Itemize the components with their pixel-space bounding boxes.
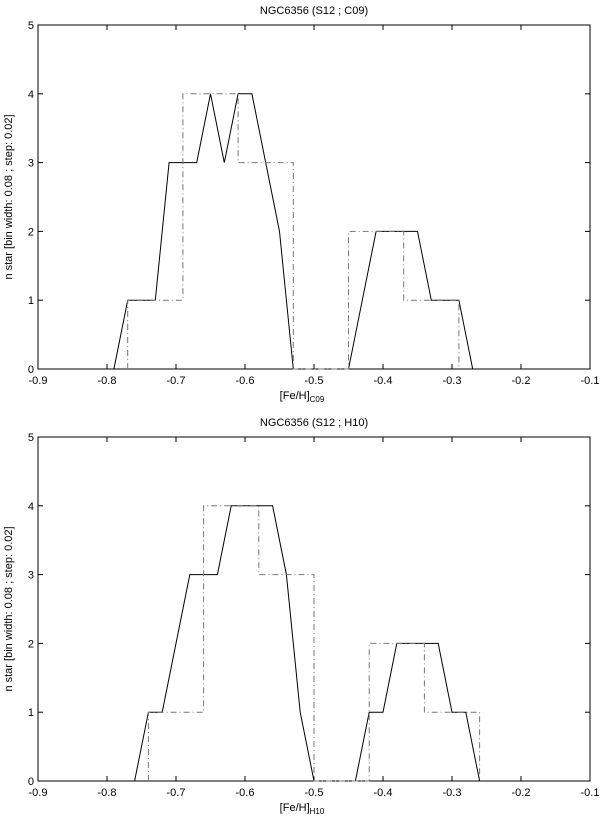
x-tick-label: -0.1 (581, 375, 600, 387)
x-tick-label: -0.3 (443, 375, 462, 387)
y-tick-label: 3 (28, 158, 34, 170)
y-tick-label: 5 (28, 432, 34, 444)
x-tick-label: -0.5 (305, 375, 324, 387)
x-tick-label: -0.2 (512, 787, 531, 799)
chart-title: NGC6356 (S12 ; H10) (260, 417, 368, 429)
series-line-dashdot (127, 93, 460, 370)
y-tick-label: 3 (28, 570, 34, 582)
x-tick-label: -0.7 (167, 787, 186, 799)
x-tick-label: -0.1 (581, 787, 600, 799)
chart-panel-bottom: -0.9 -0.8 -0.7 -0.6 -0.5 -0.4 -0.3 -0.2 -0.1 0 1 2 3… (3, 417, 599, 816)
y-tick-label: 1 (28, 707, 34, 719)
y-axis-label: n star [bin width: 0.08 ; step: 0.02] (3, 526, 15, 691)
x-axis-label-main: [Fe/H] (280, 390, 310, 402)
plot-frame (37, 24, 591, 370)
y-tick-label: 2 (28, 638, 34, 650)
x-tick-label: -0.4 (374, 787, 393, 799)
y-tick-label: 4 (28, 501, 34, 513)
x-tick-label: -0.6 (236, 787, 255, 799)
x-tick-label: -0.7 (167, 375, 186, 387)
x-axis-label: [Fe/H]H10 (280, 802, 325, 816)
x-tick-label: -0.9 (29, 375, 48, 387)
y-tick-label: 5 (28, 20, 34, 32)
y-axis-label: n star [bin width: 0.08 ; step: 0.02] (3, 114, 15, 279)
chart-title: NGC6356 (S12 ; C09) (260, 5, 368, 17)
series-line-dashdot (147, 505, 481, 782)
y-tick-label: 0 (28, 364, 34, 376)
x-tick-label: -0.3 (443, 787, 462, 799)
x-tick-label: -0.6 (236, 375, 255, 387)
x-axis-label-main: [Fe/H] (280, 802, 310, 814)
series-line-solid (134, 505, 481, 782)
y-tick-label: 4 (28, 89, 34, 101)
x-tick-label: -0.2 (512, 375, 531, 387)
x-tick-label: -0.5 (305, 787, 324, 799)
y-tick-label: 2 (28, 226, 34, 238)
x-tick-label: -0.4 (374, 375, 393, 387)
x-tick-label: -0.8 (98, 375, 117, 387)
x-axis-label-subscript: C09 (310, 395, 325, 404)
series-line-solid (113, 93, 474, 370)
y-tick-label: 0 (28, 776, 34, 788)
x-axis-label: [Fe/H]C09 (280, 390, 325, 404)
x-tick-label: -0.9 (29, 787, 48, 799)
y-tick-label: 1 (28, 295, 34, 307)
x-axis-label-subscript: H10 (310, 807, 325, 816)
x-tick-label: -0.8 (98, 787, 117, 799)
chart-panel-top: -0.9 -0.8 -0.7 -0.6 -0.5 -0.4 -0.3 -0.2 -0.1 0 1 2 3… (3, 5, 599, 404)
